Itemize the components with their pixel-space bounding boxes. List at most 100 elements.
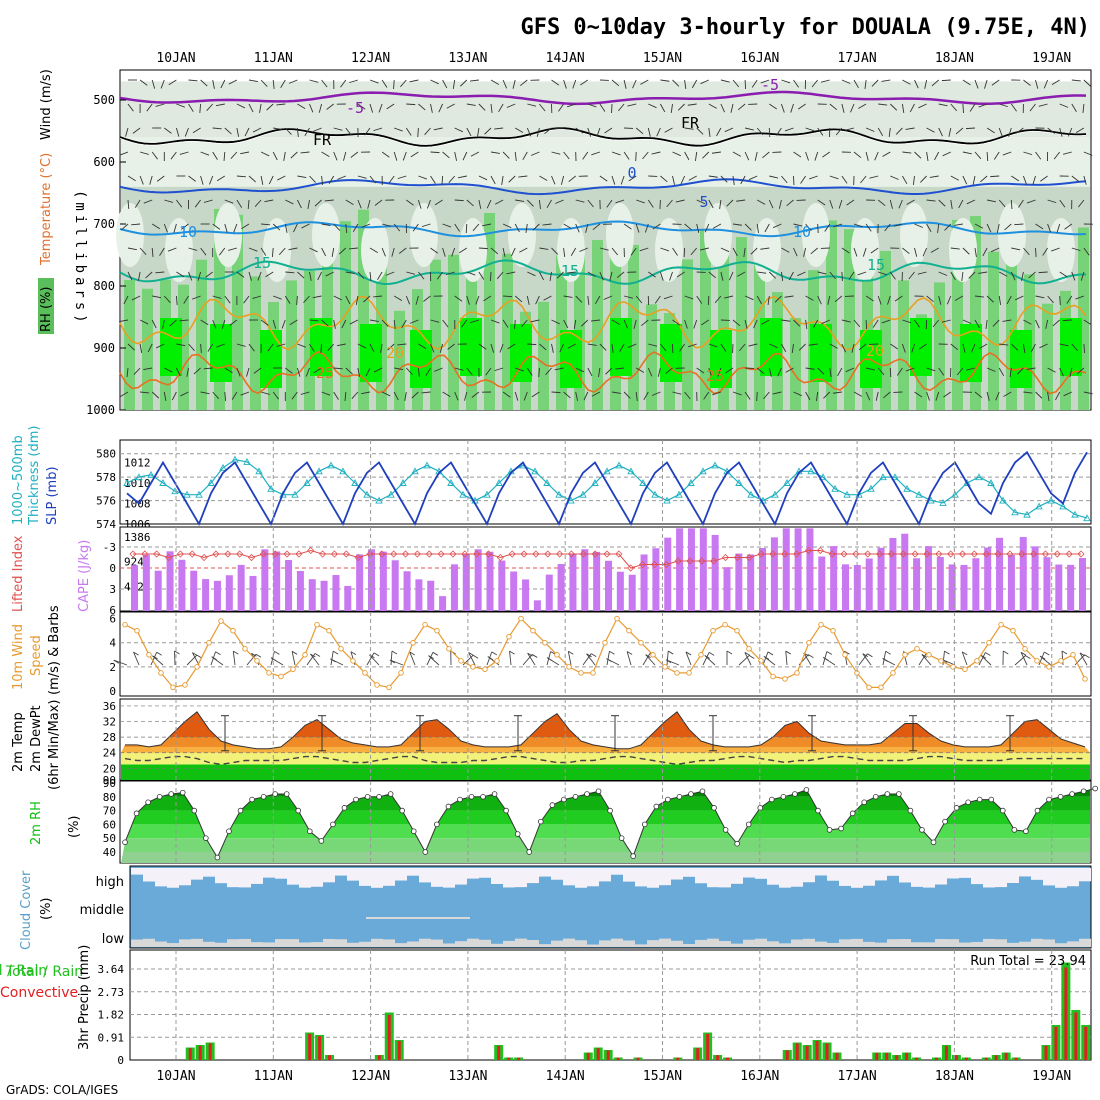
rh-point (988, 796, 995, 803)
lifted-index-point (330, 550, 339, 558)
bottom-date-label: 11JAN (254, 1069, 293, 1084)
rh-point (826, 827, 833, 833)
contour-label: 15 (253, 254, 271, 272)
cloud-high-bar (191, 868, 203, 880)
bottom-date-label: 18JAN (935, 1069, 974, 1084)
cloud-level-low: low (102, 932, 125, 947)
cloud-high-bar (599, 868, 611, 882)
lifted-index-point (307, 546, 315, 555)
lifted-index-point (650, 560, 658, 569)
wind-speed-point (590, 670, 596, 676)
cape-bar (1019, 537, 1027, 611)
cloud-low-bar (527, 939, 539, 947)
cloud-low-bar (275, 939, 287, 947)
cloud-high-bar (131, 868, 143, 875)
wind-speed-point (674, 670, 680, 676)
bottom-date-label: 17JAN (838, 1069, 877, 1084)
thickness-point (819, 473, 827, 481)
cloud-low-bar (815, 941, 827, 947)
rh-point (179, 789, 186, 796)
wind-speed-point (662, 664, 668, 670)
cloud-low-bar (347, 942, 359, 947)
cloud-low-bar (575, 940, 587, 947)
thickness-point (855, 490, 863, 498)
thickness-point (1035, 502, 1043, 510)
cloud-high-bar (767, 868, 779, 885)
rh-point (665, 796, 671, 803)
rh-point (572, 793, 579, 800)
lifted-index-point (153, 550, 161, 558)
top-date-label: 13JAN (448, 51, 487, 66)
cloud-high-bar (299, 868, 311, 888)
contour-label: 15 (867, 256, 885, 274)
thickness-point (375, 496, 383, 504)
top-date-label: 11JAN (254, 51, 293, 66)
wind-speed-point (842, 652, 848, 658)
wind-speed-point (146, 652, 152, 658)
lifted-index-point (508, 550, 516, 558)
wind-speed-point (974, 658, 980, 664)
cloud-low-bar (911, 942, 923, 947)
wind-speed-point (578, 670, 584, 676)
rh-point (214, 854, 221, 861)
cape-bar (379, 551, 387, 611)
cloud-high-bar (479, 868, 491, 878)
cloud-high-bar (995, 868, 1007, 888)
cloud-high-bar (659, 868, 671, 886)
cape-bar (616, 571, 624, 611)
cloud-high-bar (887, 868, 899, 876)
cloud-low-bar (923, 942, 935, 947)
rh-point (953, 805, 960, 811)
top-date-label: 12JAN (351, 51, 390, 66)
cape-bar (486, 551, 494, 611)
cloud-low-bar (983, 938, 995, 947)
rh-point (526, 849, 533, 855)
wind-speed-point (134, 627, 140, 634)
cape-bar (166, 551, 174, 611)
cape-bar (652, 548, 660, 611)
cape-bar (332, 575, 340, 611)
lifted-index-point (556, 550, 564, 558)
thickness-point (843, 490, 851, 498)
rh-point (468, 793, 475, 800)
cloud-high-bar (839, 868, 851, 886)
wind-speed-point (518, 615, 524, 622)
rh-point (584, 791, 590, 797)
temp-tick: 20 (103, 762, 116, 775)
precip-convective-bar (726, 1057, 730, 1060)
cape-bar (782, 528, 790, 611)
thickness-point (831, 484, 839, 492)
precip-label-c: 3hr Precip (mm) (77, 945, 92, 1050)
precip-convective-bar (895, 1055, 899, 1060)
lifted-index-point (994, 550, 1002, 558)
rh-point (537, 818, 544, 825)
lifted-index-point (603, 550, 611, 558)
cape-bar (830, 546, 838, 611)
wind-speed-point (362, 670, 368, 676)
rh-point (226, 828, 232, 835)
lifted-index-point (164, 553, 173, 562)
thickness-point (687, 479, 695, 486)
rh-point (330, 821, 336, 828)
cape-bar (308, 579, 316, 611)
cape-bar (948, 564, 956, 611)
cloud-high-bar (803, 868, 815, 883)
cloud-low-bar (455, 941, 467, 947)
contour-minus5 (119, 90, 1087, 106)
thickness-point (999, 496, 1007, 504)
cloud-high-bar (983, 868, 995, 888)
precip-convective-bar (984, 1057, 988, 1060)
cloud-high-bar (911, 868, 923, 887)
cape-bar (770, 537, 778, 611)
precip-convective-bar (328, 1055, 332, 1060)
lifted-index-point (804, 546, 813, 555)
wind-speed-point (470, 664, 476, 670)
wind-speed-point (998, 621, 1004, 628)
thickness-point (495, 479, 503, 486)
cloud-high-bar (407, 868, 419, 876)
rh-point (641, 821, 648, 828)
lifted-index-point (781, 550, 789, 558)
cape-bar (1007, 555, 1015, 611)
lifted-index-point (828, 550, 836, 558)
temp-line (125, 711, 1086, 750)
